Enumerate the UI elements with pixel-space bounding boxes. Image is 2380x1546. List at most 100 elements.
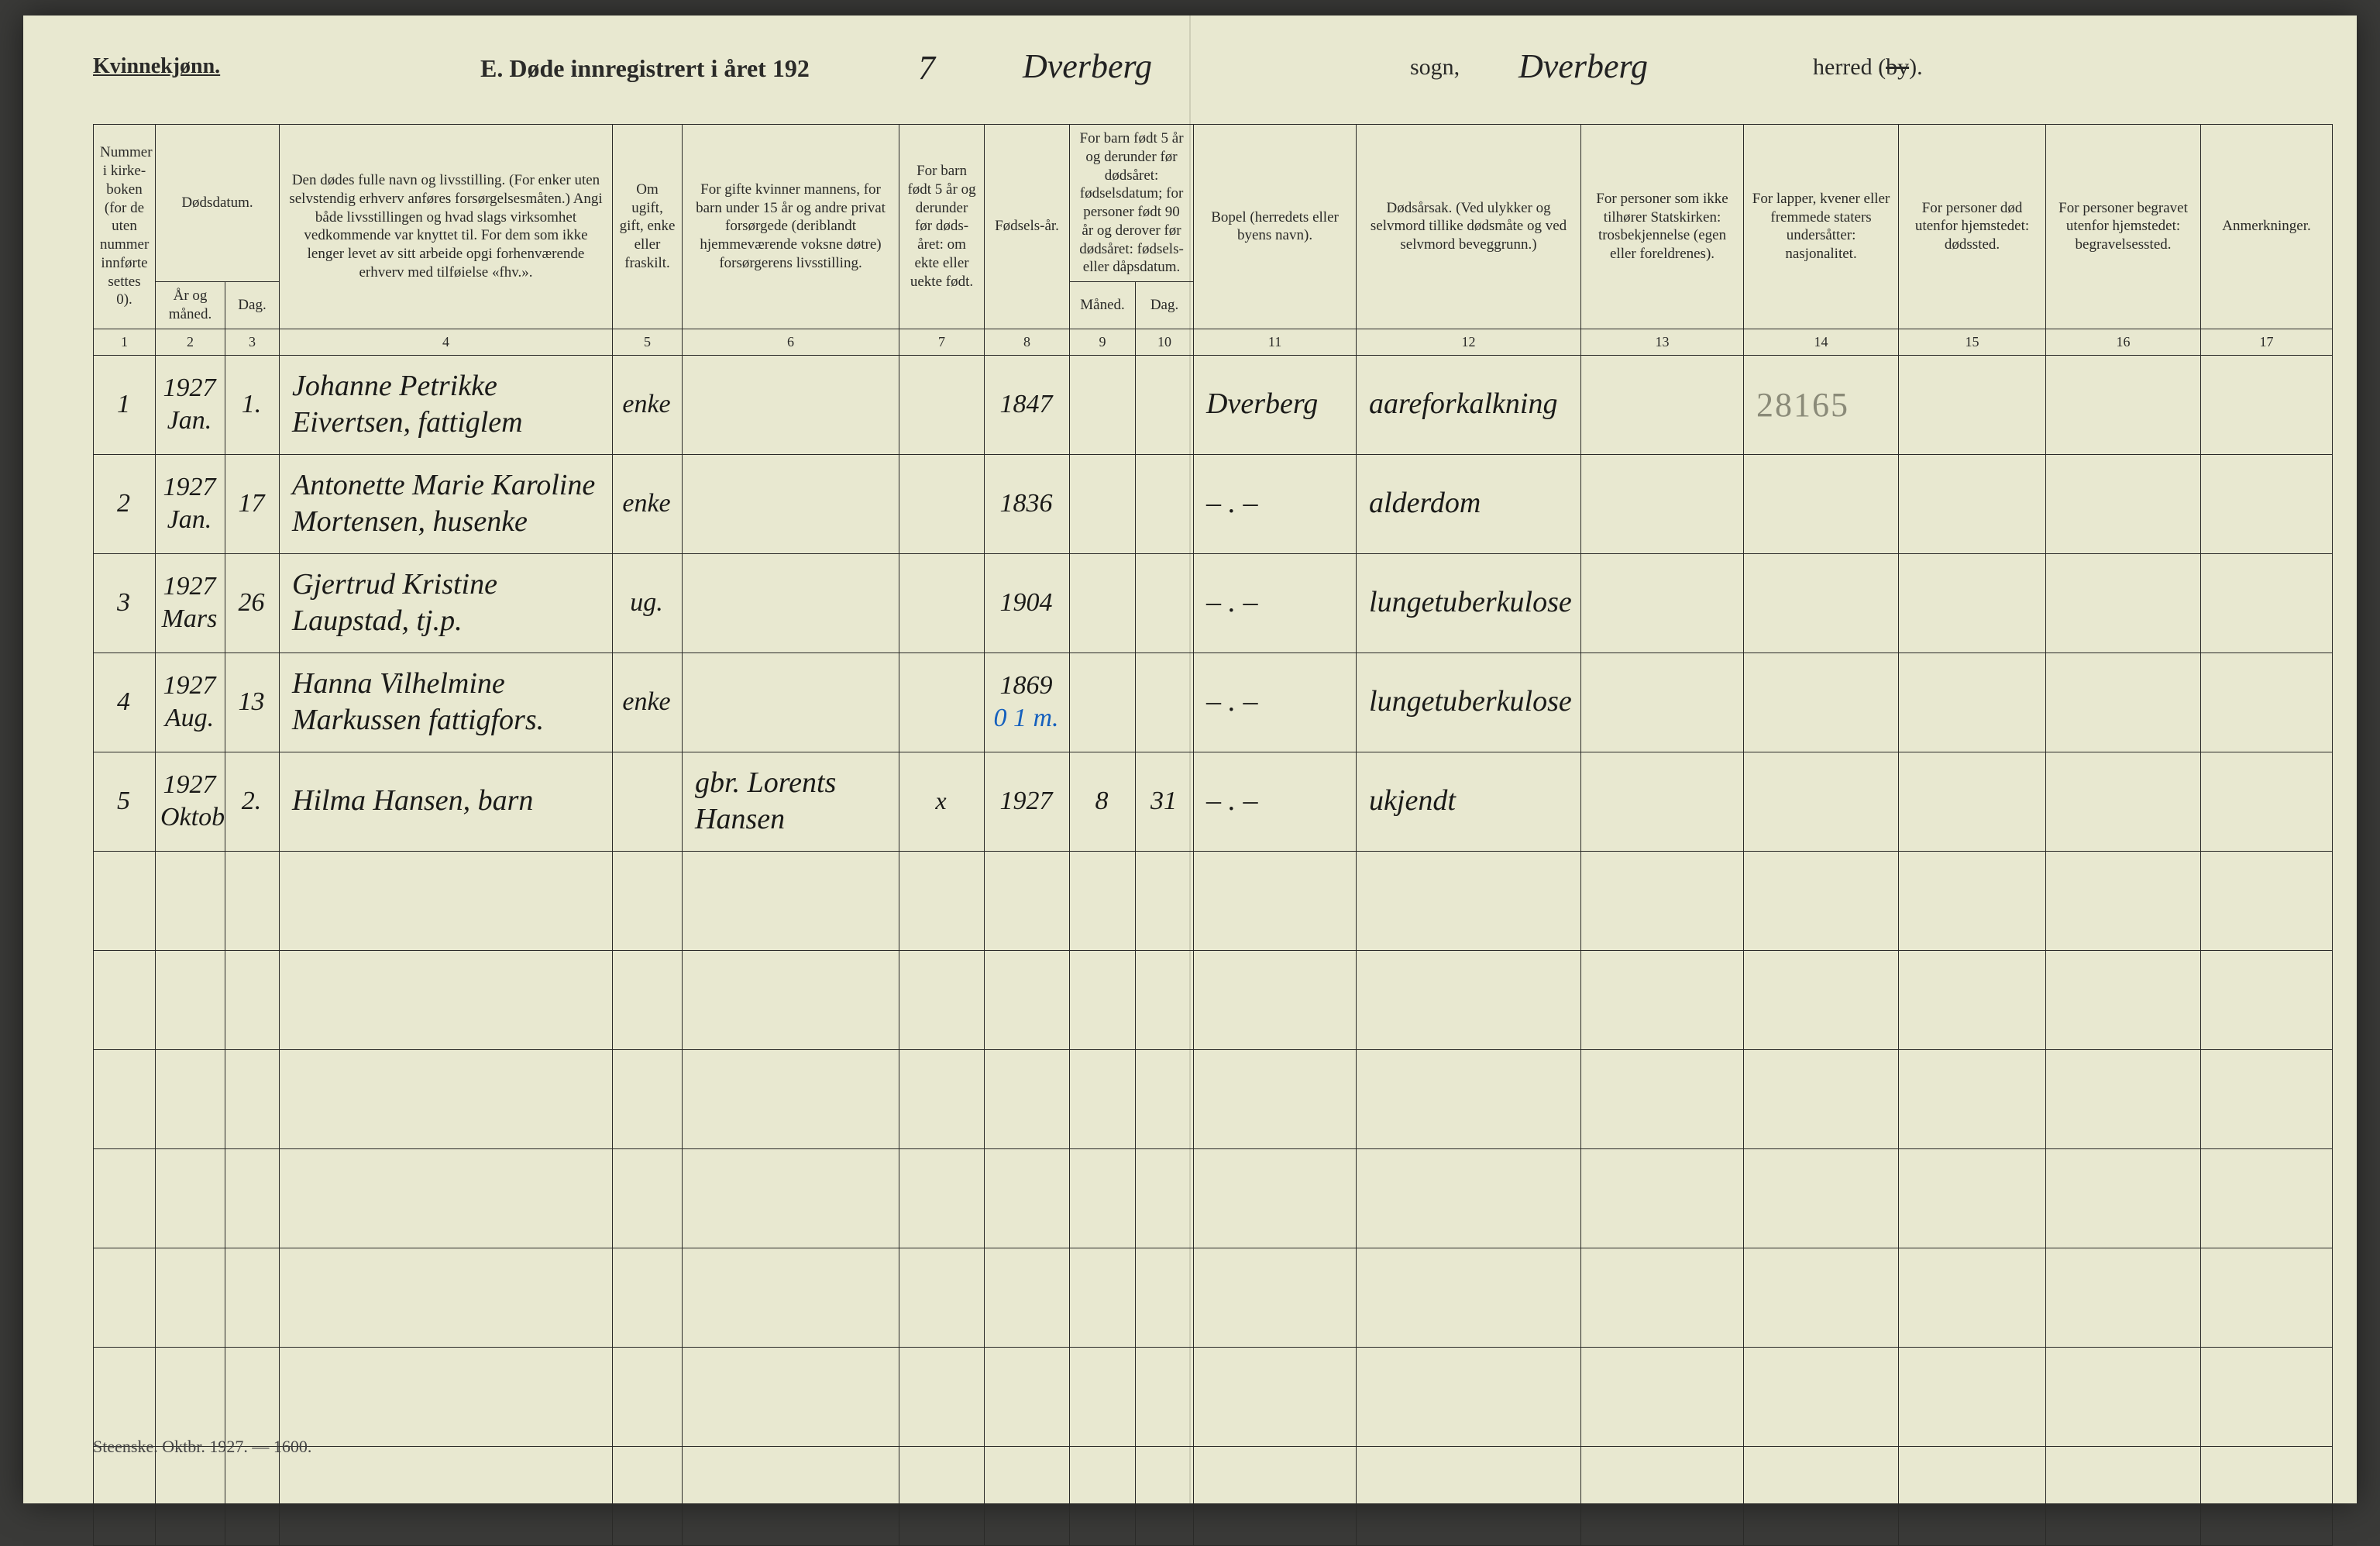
column-number-cell: 7: [899, 329, 985, 355]
cell-empty: [1194, 1148, 1357, 1248]
cell-forsorger: gbr. Lorents Hansen: [683, 752, 899, 851]
cell-empty: [1194, 1446, 1357, 1545]
cell-empty: [1357, 1446, 1581, 1545]
column-number-cell: 4: [280, 329, 613, 355]
table-row-empty: [94, 1446, 2333, 1545]
cell-empty: [2201, 1446, 2333, 1545]
cell-fd: [1136, 355, 1194, 454]
cell-forsorger: [683, 355, 899, 454]
cell-aar: 1927 Oktob: [156, 752, 225, 851]
cell-empty: [985, 950, 1070, 1049]
col-header-16: For personer begravet utenfor hjemstedet…: [2046, 125, 2201, 329]
content-area: Kvinnekjønn. E. Døde innregistrert i åre…: [93, 54, 2287, 1546]
cell-bopel: – . –: [1194, 553, 1357, 652]
cell-faar: 1836: [985, 454, 1070, 553]
pencil-annotation: 28165: [1756, 386, 1849, 424]
gender-label: Kvinnekjønn.: [93, 54, 220, 79]
col-header-11: Bopel (herredets eller byens navn).: [1194, 125, 1357, 329]
cell-empty: [225, 950, 280, 1049]
cell-empty: [899, 1446, 985, 1545]
cell-empty: [2046, 1049, 2201, 1148]
cell-empty: [1357, 1248, 1581, 1347]
cell-bopel: – . –: [1194, 752, 1357, 851]
col-header-1: Nummer i kirke-boken (for de uten nummer…: [94, 125, 156, 329]
cell-empty: [683, 1049, 899, 1148]
cell-empty: [94, 1049, 156, 1148]
cell-dag: 17: [225, 454, 280, 553]
cell-aarsak: lungetuberkulose: [1357, 652, 1581, 752]
cell-faar: 1847: [985, 355, 1070, 454]
cell-empty: [1357, 851, 1581, 950]
cell-aarsak: lungetuberkulose: [1357, 553, 1581, 652]
cell-empty: [156, 1148, 225, 1248]
cell-n: 4: [94, 652, 156, 752]
cell-aar: 1927 Mars: [156, 553, 225, 652]
cell-empty: [280, 1148, 613, 1248]
header-row-1: Nummer i kirke-boken (for de uten nummer…: [94, 125, 2333, 282]
table-row-empty: [94, 851, 2333, 950]
cell-empty: [613, 1347, 683, 1446]
column-number-cell: 10: [1136, 329, 1194, 355]
cell-uekte: [899, 553, 985, 652]
col-header-8: Fødsels-år.: [985, 125, 1070, 329]
cell-empty: [613, 1446, 683, 1545]
cell-empty: [1899, 1049, 2046, 1148]
cell-empty: [156, 1248, 225, 1347]
cell-empty: [280, 1049, 613, 1148]
cell-fd: 31: [1136, 752, 1194, 851]
cell-empty: [280, 1248, 613, 1347]
cell-empty: [94, 1347, 156, 1446]
cell-aar: 1927 Aug.: [156, 652, 225, 752]
cell-empty: [1070, 950, 1136, 1049]
cell-uekte: x: [899, 752, 985, 851]
cell-empty: [1899, 851, 2046, 950]
cell-nasj: [1744, 652, 1899, 752]
cell-fd: [1136, 454, 1194, 553]
cell-sivil: ug.: [613, 553, 683, 652]
cell-fm: 8: [1070, 752, 1136, 851]
cell-empty: [225, 1446, 280, 1545]
col-header-12: Dødsårsak. (Ved ulykker og selvmord till…: [1357, 125, 1581, 329]
cell-empty: [156, 1049, 225, 1148]
cell-fd: [1136, 553, 1194, 652]
cell-fm: [1070, 553, 1136, 652]
cell-bsted: [2046, 454, 2201, 553]
cell-dsted: [1899, 652, 2046, 752]
cell-empty: [683, 950, 899, 1049]
column-number-cell: 8: [985, 329, 1070, 355]
column-number-cell: 14: [1744, 329, 1899, 355]
cell-nasj: [1744, 454, 1899, 553]
cell-empty: [2201, 1347, 2333, 1446]
cell-empty: [280, 851, 613, 950]
column-number-cell: 12: [1357, 329, 1581, 355]
cell-empty: [1744, 1248, 1899, 1347]
cell-empty: [2046, 851, 2201, 950]
column-number-row: 1234567891011121314151617: [94, 329, 2333, 355]
cell-empty: [1070, 1148, 1136, 1248]
table-row: 51927 Oktob2.Hilma Hansen, barngbr. Lore…: [94, 752, 2333, 851]
col-header-2g: Dødsdatum.: [156, 125, 280, 282]
cell-empty: [1581, 1248, 1744, 1347]
cell-empty: [1070, 1347, 1136, 1446]
cell-sivil: enke: [613, 652, 683, 752]
cell-empty: [985, 1148, 1070, 1248]
column-number-cell: 17: [2201, 329, 2333, 355]
cell-empty: [985, 1248, 1070, 1347]
cell-empty: [2046, 950, 2201, 1049]
cell-empty: [94, 950, 156, 1049]
cell-faar: 1904: [985, 553, 1070, 652]
cell-empty: [985, 1347, 1070, 1446]
cell-empty: [94, 1248, 156, 1347]
col-header-9: Måned.: [1070, 282, 1136, 329]
cell-empty: [1744, 1148, 1899, 1248]
cell-anm: [2201, 355, 2333, 454]
cell-empty: [1581, 1049, 1744, 1148]
cell-dsted: [1899, 553, 2046, 652]
cell-dsted: [1899, 454, 2046, 553]
cell-empty: [1899, 1347, 2046, 1446]
cell-bopel: Dverberg: [1194, 355, 1357, 454]
cell-nasj: [1744, 752, 1899, 851]
cell-aar: 1927 Jan.: [156, 355, 225, 454]
cell-empty: [985, 851, 1070, 950]
cell-fd: [1136, 652, 1194, 752]
